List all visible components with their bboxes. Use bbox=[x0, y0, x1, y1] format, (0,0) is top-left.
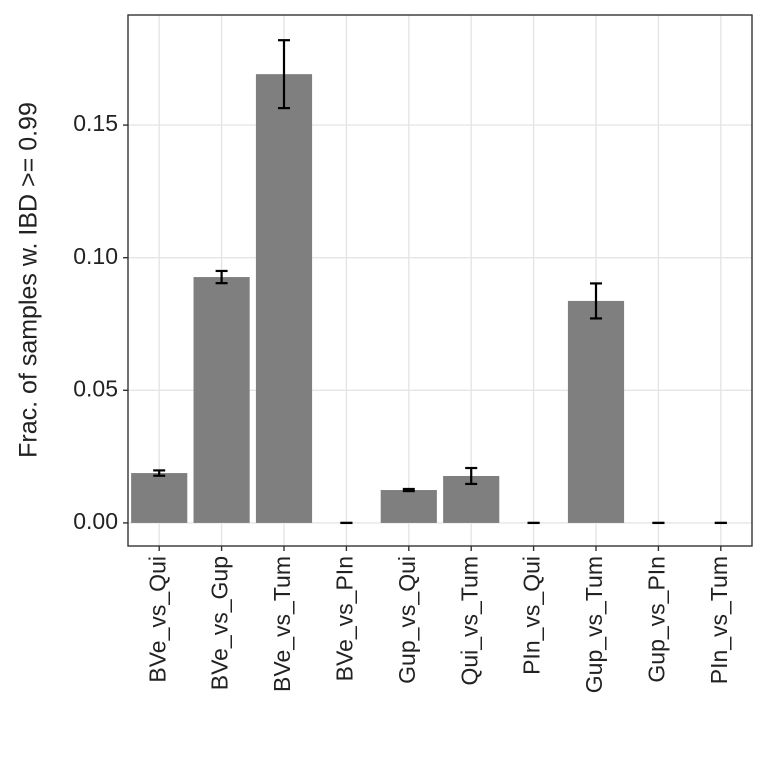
x-tick-label: Gup_vs_Qui bbox=[394, 556, 420, 684]
bar bbox=[255, 74, 313, 523]
y-tick-label: 0.10 bbox=[73, 243, 118, 269]
error-bar bbox=[465, 466, 478, 486]
error-bar bbox=[590, 282, 602, 320]
x-tick-label: BVe_vs_PIn bbox=[331, 556, 357, 681]
x-tick-label: PIn_vs_Tum bbox=[706, 556, 732, 684]
x-tick-label: BVe_vs_Tum bbox=[269, 556, 295, 692]
error-bar bbox=[402, 487, 415, 493]
plot-border bbox=[127, 14, 753, 547]
x-tick-label: BVe_vs_Gup bbox=[207, 556, 233, 690]
y-tick-label: 0.00 bbox=[73, 508, 118, 534]
y-tick-label: 0.15 bbox=[73, 110, 118, 136]
y-tick-label: 0.05 bbox=[73, 375, 118, 401]
x-tick-label: Gup_vs_PIn bbox=[643, 556, 669, 683]
error-bar bbox=[215, 269, 228, 285]
x-tick-label: BVe_vs_Qui bbox=[144, 556, 170, 683]
error-bar bbox=[278, 39, 290, 110]
x-tick-label: PIn_vs_Qui bbox=[519, 556, 545, 675]
bar bbox=[193, 277, 250, 523]
bar bbox=[567, 300, 625, 523]
bar bbox=[380, 490, 437, 523]
bar bbox=[131, 473, 188, 523]
x-tick-label: Qui_vs_Tum bbox=[456, 556, 482, 686]
x-tick-label: Gup_vs_Tum bbox=[581, 556, 607, 693]
error-bar bbox=[153, 469, 166, 477]
y-axis-label: Frac. of samples w. IBD >= 0.99 bbox=[15, 102, 43, 458]
